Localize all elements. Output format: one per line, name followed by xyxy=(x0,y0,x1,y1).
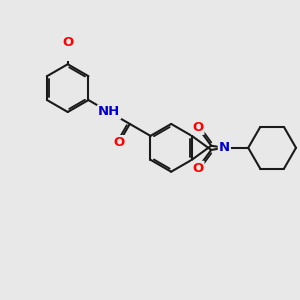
Text: O: O xyxy=(62,36,74,49)
Text: O: O xyxy=(192,162,203,175)
Text: NH: NH xyxy=(98,106,120,118)
Text: O: O xyxy=(113,136,125,149)
Text: N: N xyxy=(219,141,230,154)
Text: O: O xyxy=(192,121,203,134)
